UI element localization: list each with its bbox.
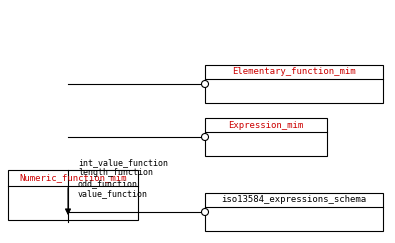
Bar: [205, 193, 383, 231]
Text: Elementary_function_mim: Elementary_function_mim: [232, 68, 356, 77]
Circle shape: [201, 80, 209, 87]
Text: Expression_mim: Expression_mim: [228, 121, 304, 130]
Bar: [8, 170, 138, 220]
Circle shape: [201, 133, 209, 140]
Circle shape: [201, 208, 209, 216]
Bar: [205, 118, 327, 156]
Text: int_value_function
length_function
odd_function
value_function: int_value_function length_function odd_f…: [78, 158, 168, 198]
Text: Numeric_function_mim: Numeric_function_mim: [19, 174, 127, 182]
Bar: [205, 65, 383, 103]
Text: iso13584_expressions_schema: iso13584_expressions_schema: [222, 196, 367, 205]
